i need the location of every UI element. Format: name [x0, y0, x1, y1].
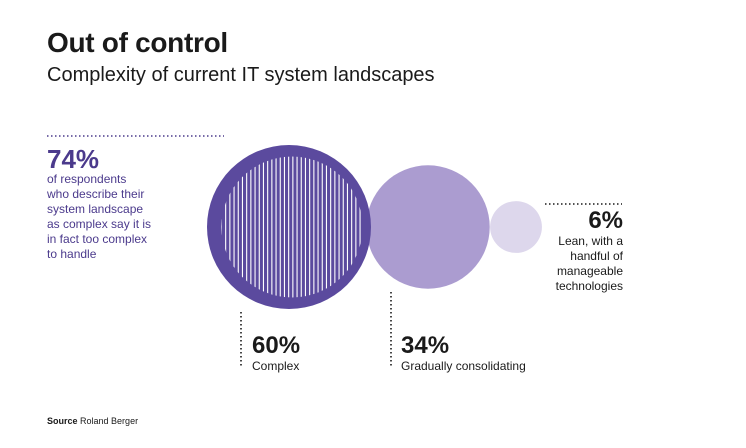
source-note: Source Roland Berger [47, 416, 138, 426]
annotation-line: system landscape [47, 202, 144, 216]
chart-title: Out of control [47, 27, 228, 58]
annotation-value: 74% [47, 144, 100, 174]
desc-lean-line: technologies [555, 279, 623, 293]
label-complex: 60% Complex [252, 333, 300, 374]
source-prefix: Source [47, 416, 78, 426]
bubble-consolidating [366, 165, 490, 289]
annotation-line: in fact too complex [47, 232, 148, 246]
annotation-line: of respondents [47, 172, 127, 186]
source-text: Roland Berger [80, 416, 139, 426]
annotation-line: as complex say it is [47, 217, 152, 231]
desc-complex: Complex [252, 359, 300, 373]
annotation-line: to handle [47, 247, 97, 261]
desc-lean: Lean, with a handful of manageable techn… [545, 234, 623, 294]
desc-lean-line: Lean, with a [558, 234, 623, 248]
annotation-line: who describe their [47, 187, 145, 201]
desc-consolidating: Gradually consolidating [401, 359, 526, 373]
desc-lean-line: manageable [556, 264, 623, 278]
value-lean: 6% [588, 207, 623, 234]
annotation-74: 74% of respondents who describe their sy… [47, 146, 197, 262]
desc-lean-line: handful of [570, 249, 623, 263]
value-consolidating: 34% [401, 332, 450, 359]
label-consolidating: 34% Gradually consolidating [401, 333, 526, 374]
label-lean: 6% Lean, with a handful of manageable te… [545, 208, 623, 294]
annotation-text: of respondents who describe their system… [47, 172, 197, 262]
bubble-lean [490, 201, 542, 253]
value-complex: 60% [252, 332, 301, 359]
chart-subtitle: Complexity of current IT system landscap… [47, 64, 435, 86]
